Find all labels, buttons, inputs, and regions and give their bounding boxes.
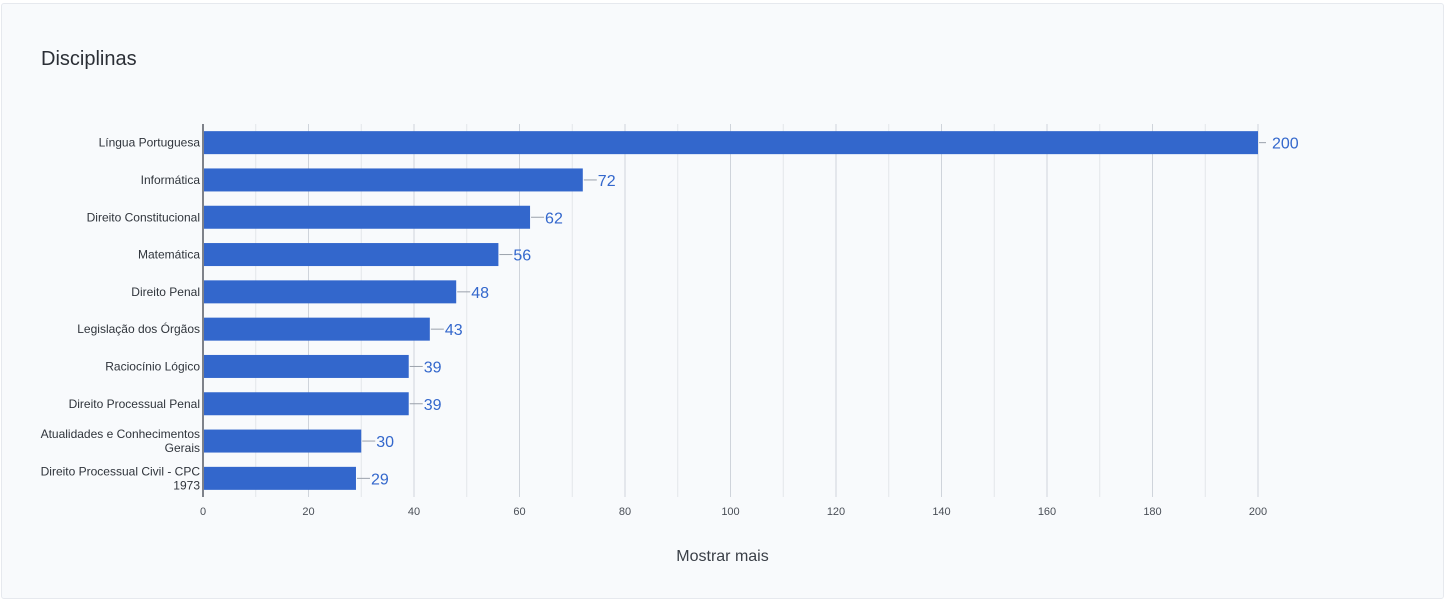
x-tick-label: 40 bbox=[408, 506, 420, 518]
x-tick-label: 100 bbox=[721, 506, 739, 518]
category-label: Matemática bbox=[138, 248, 200, 262]
bar bbox=[204, 205, 531, 229]
category-label: Língua Portuguesa bbox=[99, 136, 201, 150]
value-label: 43 bbox=[445, 322, 463, 339]
category-label: Direito Penal bbox=[131, 285, 200, 299]
bar bbox=[204, 243, 499, 267]
value-label: 56 bbox=[513, 248, 531, 265]
bar bbox=[204, 131, 1258, 155]
category-label: Direito Constitucional bbox=[87, 210, 200, 224]
category-label: Atualidades e Conhecimentos Gerais bbox=[41, 427, 200, 455]
value-label: 72 bbox=[598, 173, 616, 190]
x-tick-label: 20 bbox=[302, 506, 314, 518]
x-tick-label: 200 bbox=[1249, 506, 1267, 518]
x-tick-label: 0 bbox=[200, 506, 206, 518]
value-label: 30 bbox=[376, 434, 394, 451]
x-tick-label: 80 bbox=[619, 506, 631, 518]
x-tick-label: 120 bbox=[827, 506, 845, 518]
value-label: 39 bbox=[424, 359, 442, 376]
value-label: 39 bbox=[424, 397, 442, 414]
value-label: 29 bbox=[371, 471, 389, 488]
chart-card: Disciplinas Língua Portuguesa 200 Informát… bbox=[1, 3, 1444, 599]
card-title: Disciplinas bbox=[41, 48, 137, 70]
show-more-button[interactable]: Mostrar mais bbox=[676, 548, 769, 565]
category-label: Legislação dos Órgãos bbox=[77, 321, 200, 336]
bar bbox=[204, 317, 430, 341]
bar bbox=[204, 392, 409, 416]
bar bbox=[204, 168, 583, 192]
x-tick-label: 180 bbox=[1143, 506, 1161, 518]
category-label: Raciocínio Lógico bbox=[105, 359, 200, 373]
x-tick-label: 60 bbox=[513, 506, 525, 518]
bar bbox=[204, 280, 457, 304]
bar bbox=[204, 466, 356, 490]
value-label: 200 bbox=[1272, 136, 1299, 153]
x-tick-label: 140 bbox=[932, 506, 950, 518]
bar bbox=[204, 429, 362, 453]
value-label: 48 bbox=[471, 285, 489, 302]
category-label: Informática bbox=[141, 173, 201, 187]
x-tick-label: 160 bbox=[1038, 506, 1056, 518]
value-label: 62 bbox=[545, 210, 563, 227]
category-label: Direito Processual Civil - CPC 1973 bbox=[41, 464, 201, 492]
category-label: Direito Processual Penal bbox=[69, 397, 200, 411]
bar bbox=[204, 354, 409, 378]
